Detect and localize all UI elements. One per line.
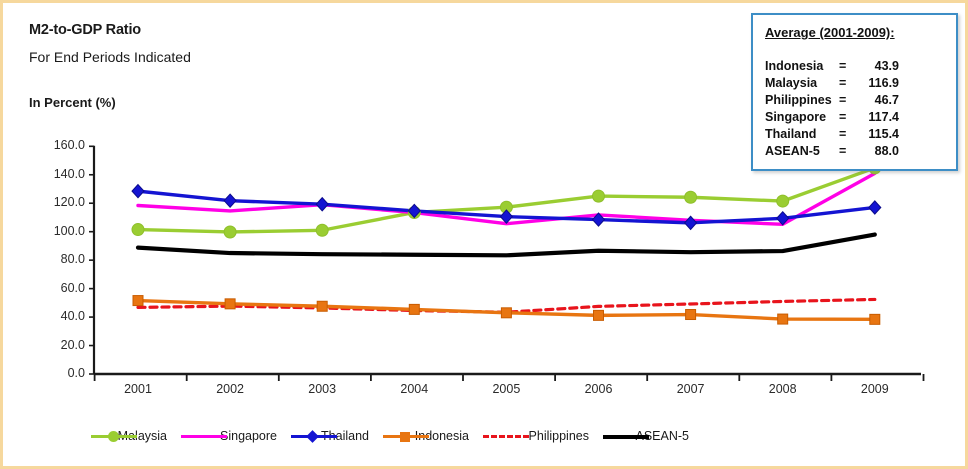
chart-legend: Malaysia Singapore Thailand Indonesia Philip… [91,423,951,449]
y-axis-tick-label: 120.0 [53,195,85,210]
legend-swatch-icon [483,429,529,443]
marker-malaysia [684,190,698,204]
marker-malaysia [131,223,145,237]
legend-item-thailand[interactable]: Thailand [291,429,369,443]
marker-indonesia [685,309,697,321]
average-row-name: Malaysia [765,76,818,90]
marker-indonesia [869,313,881,325]
average-row-value: 116.9 [868,76,899,90]
legend-item-asean-5[interactable]: ASEAN-5 [603,429,689,443]
legend-item-label: Indonesia [414,429,469,443]
marker-indonesia [500,307,512,319]
legend-item-philippines[interactable]: Philippines [483,429,589,443]
legend-swatch-icon [291,429,337,443]
marker-malaysia [223,225,237,239]
marker-thailand [683,215,698,231]
legend-item-label: Malaysia [117,429,167,443]
average-row: Singapore = 117.4 [765,109,950,126]
marker-thailand [499,209,514,224]
legend-item-label: Thailand [321,429,369,443]
marker-indonesia [777,313,789,325]
average-row: Philippines = 46.7 [765,92,950,109]
legend-swatch-icon [383,429,429,443]
marker-thailand [776,210,790,226]
average-row-equals: = [839,59,847,73]
legend-swatch-icon [181,429,227,443]
average-row: Indonesia = 43.9 [765,58,950,75]
x-axis-tick-label: 2005 [492,382,521,396]
legend-item-singapore[interactable]: Singapore [181,429,277,443]
marker-malaysia [315,223,329,237]
average-row-value: 88.0 [874,144,899,158]
averages-box-title: Average (2001-2009): [765,25,895,40]
average-row-value: 117.4 [868,110,899,124]
series-line-asean-5 [135,232,877,258]
x-axis-tick-label: 2001 [124,382,152,396]
legend-marker-icon [108,431,119,442]
marker-thailand [223,193,237,209]
average-row-equals: = [839,144,847,158]
x-axis-tick-label: 2004 [400,382,429,396]
page-subtitle: For End Periods Indicated [29,49,191,65]
averages-list: Indonesia = 43.9 Malaysia = 116.9 Philippines =… [765,58,950,160]
legend-marker-icon [400,432,410,442]
marker-thailand [407,203,421,219]
average-row-name: Singapore [765,110,827,124]
average-row-equals: = [839,110,847,124]
average-row-name: Thailand [765,127,817,141]
marker-indonesia [408,303,420,315]
page-title: M2-to-GDP Ratio [29,22,141,38]
average-row-name: Philippines [765,93,832,107]
legend-item-label: Singapore [220,429,277,443]
x-axis-tick-label: 2009 [860,382,889,396]
y-axis-tick-label: 40.0 [60,309,85,324]
y-axis-tick-label: 100.0 [53,223,85,238]
x-axis-tick-label: 2007 [676,382,705,396]
average-row-equals: = [839,93,847,107]
marker-malaysia [592,189,605,203]
chart-plot-area [89,145,925,381]
marker-thailand [591,212,606,227]
legend-item-label: ASEAN-5 [635,429,690,443]
marker-indonesia [224,298,236,310]
marker-indonesia [593,309,604,321]
average-row: ASEAN-5 = 88.0 [765,143,950,160]
marker-thailand [315,196,329,212]
x-axis-tick-label: 2006 [584,382,613,396]
average-row-value: 46.7 [874,93,899,107]
legend-swatch-icon [91,429,137,443]
y-axis-tick-label: 160.0 [53,138,85,153]
x-axis-tick-label: 2003 [308,382,337,396]
legend-item-label: Philippines [528,429,589,443]
average-row-value: 115.4 [868,127,899,141]
x-axis-tick-label: 2008 [768,382,797,396]
legend-item-malaysia[interactable]: Malaysia [91,429,167,443]
average-row: Thailand = 115.4 [765,126,950,143]
average-row-equals: = [839,76,847,90]
y-axis-tick-label: 140.0 [53,166,85,181]
marker-indonesia [132,295,144,307]
y-axis-tick-label: 0.0 [67,366,85,380]
y-axis-tick-label: 60.0 [60,280,85,295]
axis-unit-label: In Percent (%) [29,95,116,110]
average-row-name: Indonesia [765,59,824,73]
x-axis-tick-label: 2002 [216,382,244,396]
marker-indonesia [316,300,328,312]
marker-malaysia [776,194,790,208]
y-axis-tick-label: 80.0 [60,252,85,267]
legend-marker-icon [306,430,319,443]
averages-box: Average (2001-2009): Indonesia = 43.9 Malay… [751,13,958,171]
marker-thailand [868,200,882,215]
average-row: Malaysia = 116.9 [765,75,950,92]
marker-thailand [131,183,145,199]
legend-item-indonesia[interactable]: Indonesia [383,429,469,443]
legend-swatch-icon [603,429,649,443]
average-row-name: ASEAN-5 [765,144,820,158]
average-row-value: 43.9 [874,59,899,73]
average-row-equals: = [839,127,847,141]
y-axis-tick-label: 20.0 [60,337,85,352]
